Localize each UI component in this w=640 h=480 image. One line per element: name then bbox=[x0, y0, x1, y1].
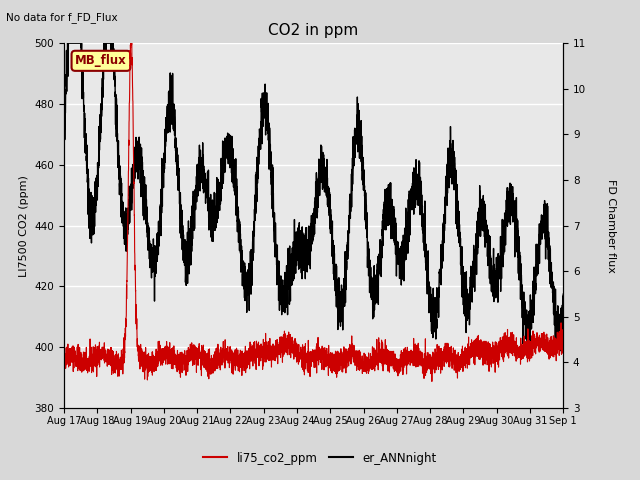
Y-axis label: LI7500 CO2 (ppm): LI7500 CO2 (ppm) bbox=[19, 175, 29, 276]
Legend: li75_co2_ppm, er_ANNnight: li75_co2_ppm, er_ANNnight bbox=[199, 447, 441, 469]
Y-axis label: FD Chamber flux: FD Chamber flux bbox=[605, 179, 616, 273]
Text: MB_flux: MB_flux bbox=[75, 54, 127, 67]
Title: CO2 in ppm: CO2 in ppm bbox=[268, 23, 359, 38]
Text: No data for f_FD_Flux: No data for f_FD_Flux bbox=[6, 12, 118, 23]
